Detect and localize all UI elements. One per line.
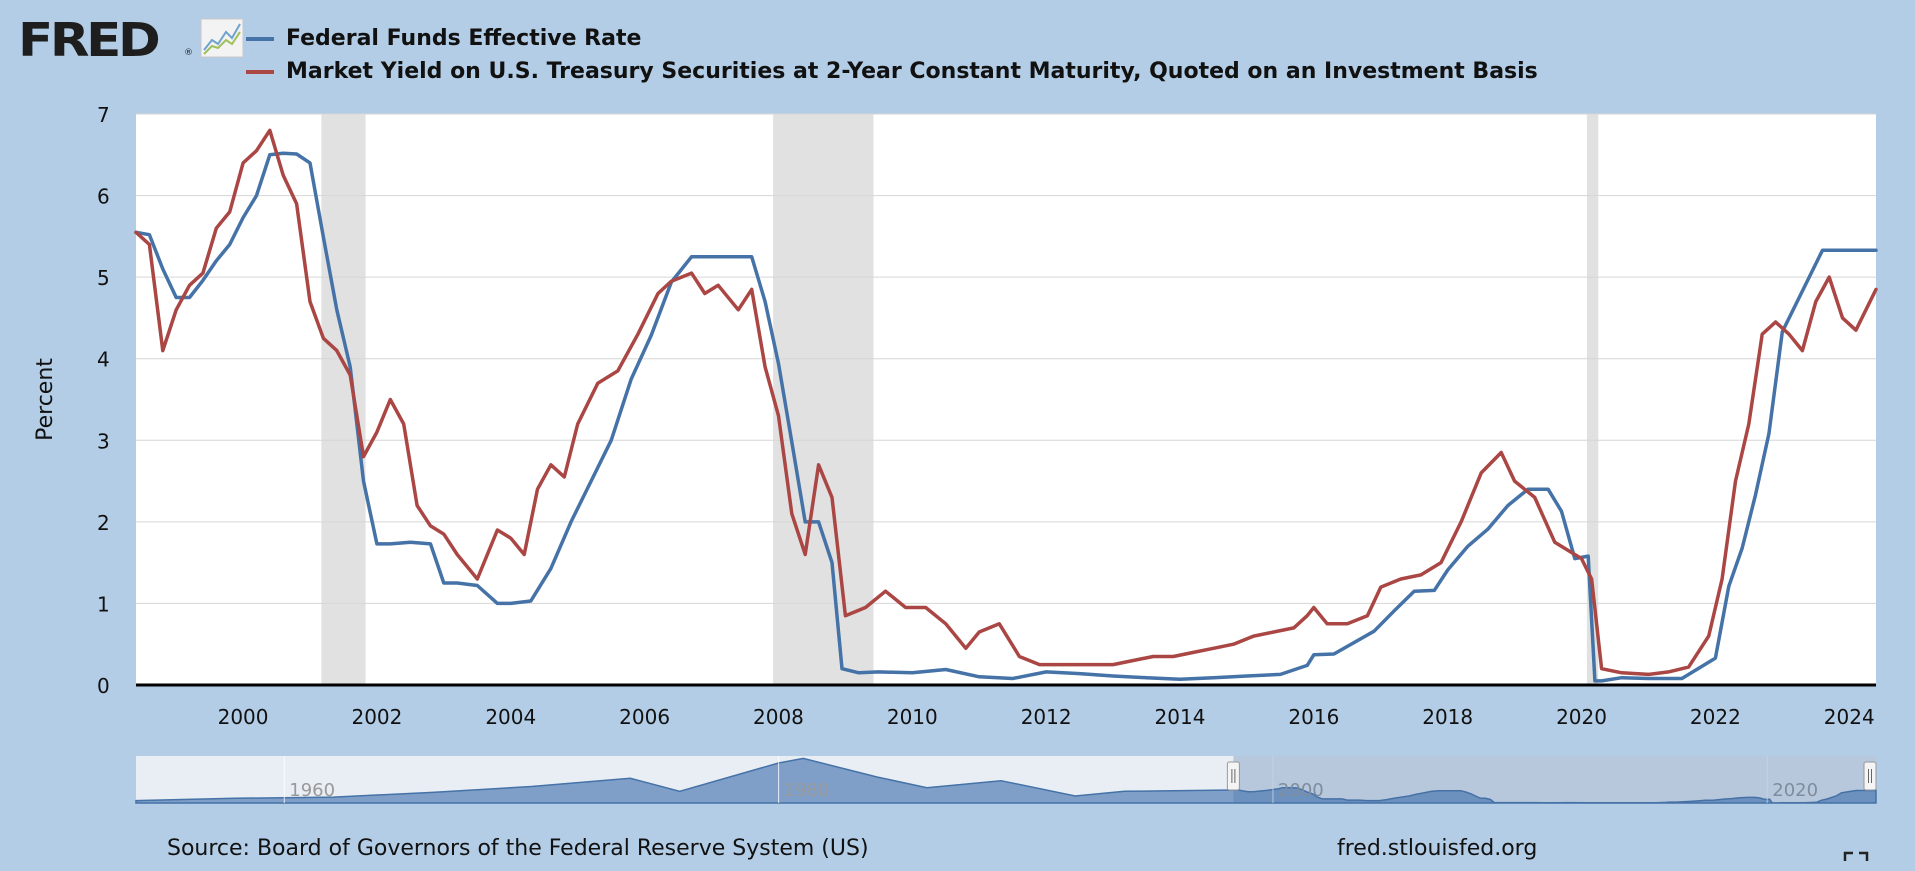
y-tick-label: 5 xyxy=(97,266,110,290)
navigator-tick-label: 2000 xyxy=(1278,780,1324,801)
source-note: Source: Board of Governors of the Federa… xyxy=(167,836,869,861)
x-tick-label: 2012 xyxy=(1021,705,1072,729)
y-axis-label: Percent xyxy=(33,358,58,441)
navigator-handle-left[interactable] xyxy=(1226,761,1240,791)
legend-swatch-fed-funds xyxy=(246,36,274,41)
navigator-selection[interactable] xyxy=(1233,756,1876,803)
y-tick-label: 4 xyxy=(97,348,110,372)
line-graph-icon xyxy=(200,18,244,58)
x-tick-label: 2020 xyxy=(1556,705,1607,729)
series-line-fed-funds xyxy=(134,151,1878,683)
y-tick-label: 1 xyxy=(97,592,110,616)
x-tick-label: 2006 xyxy=(619,705,670,729)
navigator-tick-label: 1960 xyxy=(289,780,335,801)
recession-band xyxy=(321,114,366,685)
recession-band xyxy=(773,114,874,685)
chart-legend: Federal Funds Effective Rate Market Yiel… xyxy=(246,22,1538,88)
x-tick-label: 2000 xyxy=(218,705,269,729)
navigator-tick-label: 2020 xyxy=(1772,780,1818,801)
x-tick-label: 2024 xyxy=(1824,705,1875,729)
x-tick-label: 2014 xyxy=(1155,705,1206,729)
x-tick-label: 2018 xyxy=(1422,705,1473,729)
x-tick-label: 2002 xyxy=(351,705,402,729)
y-tick-label: 0 xyxy=(97,674,110,698)
y-tick-label: 3 xyxy=(97,429,110,453)
legend-label-fed-funds: Federal Funds Effective Rate xyxy=(286,26,642,51)
x-tick-label: 2022 xyxy=(1690,705,1741,729)
legend-item-fed-funds[interactable]: Federal Funds Effective Rate xyxy=(246,22,1538,55)
recession-band xyxy=(1586,114,1599,685)
fred-logo[interactable]: FRED ® xyxy=(18,13,244,67)
navigator-series-area xyxy=(135,757,1877,804)
site-link[interactable]: fred.stlouisfed.org xyxy=(1337,836,1538,861)
navigator-tick-label: 1980 xyxy=(784,780,830,801)
legend-swatch-treasury-2yr xyxy=(246,69,274,74)
y-tick-label: 6 xyxy=(97,185,110,209)
registered-mark: ® xyxy=(184,48,193,58)
x-tick-label: 2008 xyxy=(753,705,804,729)
x-tick-label: 2004 xyxy=(485,705,536,729)
plot-area xyxy=(136,114,1876,685)
legend-item-treasury-2yr[interactable]: Market Yield on U.S. Treasury Securities… xyxy=(246,55,1538,88)
legend-label-treasury-2yr: Market Yield on U.S. Treasury Securities… xyxy=(286,59,1538,84)
series-line-treasury-2yr xyxy=(134,128,1878,677)
x-tick-label: 2016 xyxy=(1288,705,1339,729)
fullscreen-icon[interactable] xyxy=(1843,851,1869,871)
fred-logo-text: FRED xyxy=(18,13,161,67)
x-tick-label: 2010 xyxy=(887,705,938,729)
navigator-handle-right[interactable] xyxy=(1863,761,1877,791)
y-tick-label: 7 xyxy=(97,103,110,127)
y-tick-label: 2 xyxy=(97,511,110,535)
